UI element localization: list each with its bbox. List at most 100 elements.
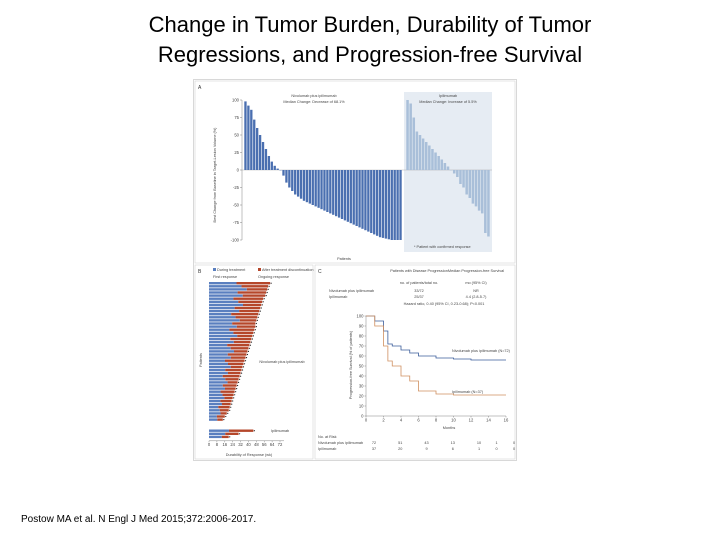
combo-waterfall-bar	[346, 170, 350, 222]
combo-waterfall-bar	[329, 170, 332, 214]
swimmer-bar-during	[209, 319, 240, 322]
group-label-ipi: Ipilimumab	[271, 429, 289, 433]
risk-count: 37	[372, 447, 376, 451]
swimmer-bar-after	[233, 297, 264, 300]
swimmer-bar-after	[227, 344, 250, 347]
ipi-waterfall-bar	[456, 170, 459, 177]
combo-waterfall-bar	[291, 170, 294, 191]
swimmer-bar-after	[231, 313, 259, 316]
ipi-waterfall-bar	[459, 170, 462, 184]
swimmer-ongoing-marker	[254, 329, 256, 331]
swimmer-ongoing-marker	[249, 344, 252, 346]
swimmer-bar-after	[237, 334, 253, 338]
slide-title-line-1: Change in Tumor Burden, Durability of Tu…	[148, 12, 592, 37]
swimmer-bar-during	[209, 328, 230, 331]
km-label-combo: Nivolumab plus ipilimumab (N=72)	[452, 349, 511, 353]
swimmer-ongoing-marker	[247, 350, 250, 352]
swimmer-ongoing-marker	[243, 363, 246, 365]
swimmer-bar-after	[241, 285, 269, 288]
swimmer-ongoing-marker	[251, 338, 254, 340]
swimmer-bar-after	[233, 350, 248, 353]
swimmer-ongoing-marker	[263, 298, 265, 300]
table-header-events: Patients with Disease Progression	[390, 269, 448, 273]
ipi-waterfall-bar	[421, 138, 425, 170]
panel-c-xtick-label: 8	[435, 418, 438, 423]
ipi-waterfall-bar	[487, 170, 490, 237]
swimmer-ongoing-marker	[255, 322, 257, 325]
panel-c-ytick-label: 100	[357, 313, 365, 318]
swimmer-ongoing-marker	[229, 409, 231, 411]
swimmer-ongoing-marker	[223, 419, 225, 421]
swimmer-bar-after	[225, 368, 242, 372]
swimmer-ongoing-marker	[242, 366, 245, 368]
ipi-waterfall-bar	[428, 145, 431, 170]
swimmer-bar-during	[209, 384, 223, 387]
swimmer-bar-during	[209, 313, 232, 316]
swimmer-bar-during	[209, 356, 231, 359]
swimmer-bar-after	[233, 340, 251, 344]
panel-b-xtick-label: 72	[278, 442, 283, 447]
combo-waterfall-bar	[355, 170, 358, 226]
ipi-waterfall-bar	[443, 163, 447, 170]
combo-waterfall-bar	[364, 170, 367, 231]
swimmer-bar-after	[227, 371, 241, 375]
swimmer-ongoing-marker	[238, 378, 241, 380]
ipi-waterfall-bar	[437, 156, 440, 170]
swimmer-bar-during	[209, 285, 242, 288]
swimmer-ongoing-marker	[252, 335, 254, 337]
km-label-ipi: Ipilimumab (N=37)	[452, 390, 484, 394]
ipi-waterfall-bar	[415, 131, 419, 170]
combo-waterfall-bar	[314, 170, 317, 207]
km-curve-ipi	[366, 315, 506, 396]
combo-waterfall-bar	[358, 170, 361, 228]
panel-c-ytick-label: 20	[359, 393, 364, 398]
swimmer-bar-during	[209, 322, 233, 325]
table-row-combo-median: NR	[473, 289, 479, 293]
table-row-ipi-events: 25/37	[414, 295, 424, 299]
swimmer-bar-during	[209, 378, 226, 381]
panel-a-ytick-label: -25	[233, 185, 240, 190]
swimmer-ongoing-marker	[250, 341, 253, 343]
panel-a-ytick-label: 75	[234, 115, 239, 120]
swimmer-ongoing-marker	[256, 319, 258, 321]
swimmer-bar-after	[220, 412, 227, 415]
combo-waterfall-bar	[387, 170, 390, 240]
combo-waterfall-bar	[305, 170, 309, 203]
panel-b-ylabel: Patients	[199, 353, 203, 367]
swimmer-ongoing-marker	[237, 384, 239, 387]
panel-a-ytick-label: 25	[234, 150, 239, 155]
panel-b-xtick-label: 32	[238, 442, 243, 447]
combo-waterfall-bar	[258, 135, 262, 170]
panel-c-xtick-label: 6	[417, 418, 420, 423]
table-row-ipi-median: 4.4 (2.8-5.7)	[466, 295, 487, 299]
combo-waterfall-bar	[302, 170, 306, 201]
swimmer-ongoing-marker	[234, 394, 236, 396]
swimmer-bar-during	[209, 344, 228, 347]
swimmer-bar-during	[209, 412, 221, 415]
swimmer-ongoing-marker	[248, 347, 251, 349]
ipi-waterfall-bar	[477, 170, 481, 211]
swimmer-ongoing-marker	[267, 288, 269, 290]
combo-waterfall-bar	[261, 142, 265, 170]
combo-legend-median: Median Change: Decrease of 68.1%	[283, 100, 345, 104]
panel-a-xlabel: Patients	[337, 257, 351, 261]
risk-count: 0	[513, 441, 515, 445]
ipi-waterfall-bar	[468, 170, 472, 198]
combo-waterfall-bar	[361, 170, 364, 229]
combo-waterfall-bar	[399, 170, 402, 240]
swimmer-bar-during	[209, 316, 236, 319]
swimmer-bar-during	[209, 406, 219, 409]
swimmer-bar-after	[235, 316, 258, 319]
panel-b-label: B	[198, 269, 202, 275]
swimmer-ongoing-marker	[225, 415, 227, 418]
panel-c-ytick-label: 90	[359, 323, 364, 328]
swimmer-bar-during	[209, 337, 231, 341]
swimmer-ongoing-marker	[237, 381, 240, 383]
panel-b-xtick-label: 0	[208, 442, 211, 447]
ipi-waterfall-bar	[418, 135, 422, 170]
swimmer-bar-during	[209, 387, 225, 390]
panel-c-ytick-label: 50	[359, 363, 364, 368]
panel-a-ytick-label: 0	[237, 167, 240, 172]
table-row-ipi-group: Ipilimumab	[329, 295, 347, 299]
panel-c-xtick-label: 2	[382, 418, 385, 423]
